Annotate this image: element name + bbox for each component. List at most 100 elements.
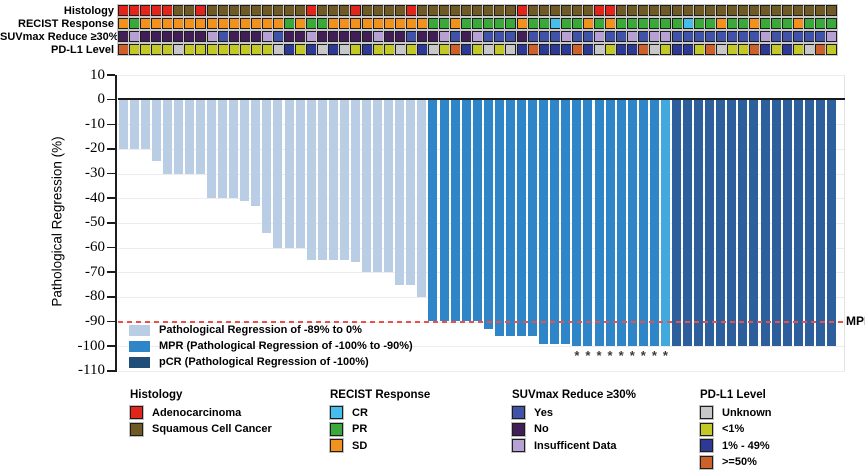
pdl1-square [538,44,550,55]
plot-legend-swatch [129,356,150,368]
suvmax-square [328,31,340,42]
recist-square [516,18,528,29]
suvmax-square [726,31,738,42]
recist-square [793,18,805,29]
regression-bar [539,99,549,344]
recist-square [571,18,583,29]
histology-square [715,5,727,16]
suvmax-square [560,31,572,42]
regression-bar [616,99,626,347]
pdl1-square [726,44,738,55]
suvmax-square [339,31,351,42]
regression-bar [583,99,593,347]
recist-square [184,18,196,29]
histology-square [173,5,185,16]
legend-swatch [512,439,525,452]
recist-square [682,18,694,29]
suvmax-square [129,31,141,42]
regression-bar [339,99,349,260]
regression-bar [173,99,183,174]
suvmax-square [594,31,605,42]
legend-item: No [512,422,549,436]
regression-bar [782,99,792,347]
pdl1-square [516,44,528,55]
histology-square [494,5,506,16]
suvmax-square [549,31,561,42]
regression-bar [118,99,128,149]
histology-square [704,5,716,16]
recist-square [693,18,705,29]
legend-item-label: Adenocarcinoma [152,406,242,419]
recist-square [306,18,318,29]
recist-square [594,18,605,29]
histology-square [527,5,539,16]
legend-item-label: Insufficent Data [534,439,617,452]
y-tick-mark [107,246,115,249]
recist-square [405,18,417,29]
legend-swatch [512,422,525,436]
pdl1-square [272,44,284,55]
histology-square [427,5,439,16]
legend-item: Unknown [700,406,772,419]
regression-bar [306,99,316,260]
suvmax-square [671,31,683,42]
recist-square [416,18,428,29]
histology-square [317,5,329,16]
legend-item: >=50% [700,455,757,469]
regression-bar [550,99,560,344]
legend-item-label: PR [352,423,368,435]
pdl1-square [151,44,163,55]
legend-item-label: SD [352,439,368,452]
y-tick-label: -90 [85,313,105,329]
suvmax-square [416,31,428,42]
legend-item: Squamous Cell Cancer [130,422,272,436]
regression-bar [251,99,261,206]
regression-bar [472,99,482,322]
pdl1-square [826,44,838,55]
regression-bar [384,99,394,273]
pdl1-square [560,44,572,55]
regression-bar [705,99,715,347]
pdl1-square [416,44,428,55]
suvmax-square [649,31,661,42]
recist-square [472,18,484,29]
histology-square [184,5,196,16]
regression-bar [406,99,416,285]
histology-square [760,5,772,16]
pdl1-square [217,44,229,55]
pdl1-square [671,44,683,55]
regression-bar [605,99,615,347]
zero-baseline [118,98,845,101]
pdl1-square [793,44,805,55]
y-tick-label: -100 [77,337,106,354]
pdl1-square [173,44,185,55]
histology-square [339,5,351,16]
histology-square [195,5,207,16]
asterisk-marker: * [585,348,591,364]
histology-square [793,5,805,16]
legend-item-label: No [534,423,549,435]
regression-bar [826,99,836,347]
recist-square [549,18,561,29]
pdl1-square [328,44,340,55]
pdl1-square [306,44,318,55]
suvmax-square [317,31,329,42]
plot-legend-label: pCR (Pathological Regression of -100%) [159,356,369,368]
regression-bar [572,99,582,347]
recist-square [118,18,129,29]
asterisk-marker: * [651,348,657,364]
regression-bar [660,99,670,347]
pdl1-square [228,44,240,55]
legend-item: Adenocarcinoma [130,406,241,419]
pdl1-square [239,44,251,55]
y-tick-mark [107,345,115,347]
pdl1-square [450,44,462,55]
pdl1-square [472,44,484,55]
legend-swatch [330,406,343,419]
plot-legend-swatch [129,340,150,352]
legend-item-label: >=50% [722,456,757,468]
legend-swatch [330,439,343,452]
track-label-suvmax: SUVmax Reduce ≥30% [0,31,119,43]
pdl1-square [693,44,705,55]
